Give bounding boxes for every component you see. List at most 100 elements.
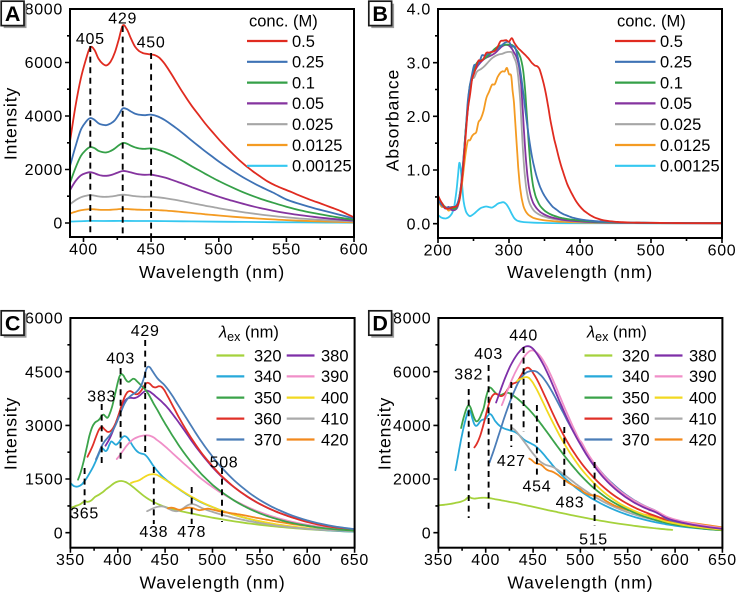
svg-text:550: 550 bbox=[246, 552, 275, 569]
svg-text:380: 380 bbox=[689, 347, 717, 365]
svg-text:4500: 4500 bbox=[25, 364, 63, 381]
svg-text:0.0125: 0.0125 bbox=[660, 137, 710, 155]
svg-text:0.0125: 0.0125 bbox=[292, 137, 342, 155]
svg-text:3.0: 3.0 bbox=[407, 55, 431, 72]
svg-text:438: 438 bbox=[139, 524, 168, 541]
svg-text:0.00125: 0.00125 bbox=[292, 158, 352, 176]
svg-text:0.25: 0.25 bbox=[660, 54, 692, 72]
svg-text:383: 383 bbox=[87, 389, 116, 406]
svg-text:382: 382 bbox=[454, 366, 483, 383]
svg-text:320: 320 bbox=[254, 347, 282, 365]
svg-text:420: 420 bbox=[689, 431, 717, 449]
svg-text:440: 440 bbox=[509, 328, 538, 345]
svg-text:410: 410 bbox=[689, 410, 717, 428]
svg-text:0.05: 0.05 bbox=[292, 95, 324, 113]
svg-text:429: 429 bbox=[131, 323, 160, 340]
svg-text:320: 320 bbox=[622, 347, 650, 365]
svg-text:360: 360 bbox=[254, 410, 282, 428]
svg-text:550: 550 bbox=[613, 552, 642, 569]
svg-text:conc. (M): conc. (M) bbox=[617, 13, 686, 31]
svg-text:0.025: 0.025 bbox=[292, 116, 333, 134]
svg-text:A: A bbox=[5, 2, 21, 26]
svg-text:1500: 1500 bbox=[25, 472, 63, 489]
svg-text:450: 450 bbox=[151, 552, 180, 569]
svg-text:0.1: 0.1 bbox=[292, 74, 315, 92]
svg-text:4.0: 4.0 bbox=[407, 2, 431, 19]
svg-text:300: 300 bbox=[495, 242, 524, 259]
svg-text:483: 483 bbox=[556, 495, 585, 512]
svg-text:0: 0 bbox=[54, 525, 64, 542]
svg-text:454: 454 bbox=[523, 479, 552, 496]
svg-text:Intensity: Intensity bbox=[1, 87, 21, 160]
svg-text:650: 650 bbox=[708, 552, 736, 569]
svg-text:Wavelength (nm): Wavelength (nm) bbox=[139, 262, 285, 282]
svg-text:2.0: 2.0 bbox=[407, 109, 431, 126]
svg-text:365: 365 bbox=[70, 506, 99, 523]
svg-text:2000: 2000 bbox=[25, 162, 63, 179]
svg-text:3000: 3000 bbox=[25, 418, 63, 435]
svg-text:500: 500 bbox=[198, 552, 227, 569]
svg-text:550: 550 bbox=[272, 241, 301, 258]
svg-text:600: 600 bbox=[293, 552, 322, 569]
svg-text:8000: 8000 bbox=[393, 311, 431, 328]
svg-text:conc. (M): conc. (M) bbox=[249, 13, 318, 31]
svg-text:0: 0 bbox=[53, 216, 63, 233]
svg-text:360: 360 bbox=[622, 410, 650, 428]
svg-text:λex (nm): λex (nm) bbox=[218, 323, 279, 344]
svg-text:370: 370 bbox=[254, 431, 282, 449]
svg-text:650: 650 bbox=[340, 552, 369, 569]
svg-text:508: 508 bbox=[210, 455, 239, 472]
svg-text:6000: 6000 bbox=[393, 364, 431, 381]
svg-text:Intensity: Intensity bbox=[1, 397, 21, 470]
svg-text:600: 600 bbox=[340, 241, 369, 258]
svg-text:370: 370 bbox=[622, 431, 650, 449]
svg-text:λex (nm): λex (nm) bbox=[586, 323, 647, 344]
svg-text:0.025: 0.025 bbox=[660, 116, 701, 134]
svg-text:0.0: 0.0 bbox=[407, 216, 431, 233]
svg-text:400: 400 bbox=[566, 242, 595, 259]
svg-text:405: 405 bbox=[76, 31, 105, 48]
svg-text:0: 0 bbox=[422, 525, 432, 542]
svg-text:403: 403 bbox=[474, 346, 503, 363]
svg-text:B: B bbox=[372, 2, 388, 26]
svg-text:429: 429 bbox=[108, 11, 137, 28]
svg-text:390: 390 bbox=[321, 368, 349, 386]
svg-text:500: 500 bbox=[204, 241, 233, 258]
svg-text:0.1: 0.1 bbox=[660, 74, 683, 92]
svg-text:0.05: 0.05 bbox=[660, 95, 692, 113]
svg-text:400: 400 bbox=[471, 552, 500, 569]
svg-text:340: 340 bbox=[254, 368, 282, 386]
svg-text:400: 400 bbox=[321, 389, 349, 407]
svg-text:4000: 4000 bbox=[25, 109, 63, 126]
svg-text:600: 600 bbox=[661, 552, 690, 569]
svg-text:340: 340 bbox=[622, 368, 650, 386]
svg-text:427: 427 bbox=[497, 453, 526, 470]
svg-text:200: 200 bbox=[424, 242, 453, 259]
svg-text:Intensity: Intensity bbox=[375, 397, 395, 470]
svg-text:400: 400 bbox=[69, 241, 98, 258]
svg-text:600: 600 bbox=[708, 242, 736, 259]
svg-text:515: 515 bbox=[579, 532, 608, 549]
svg-text:350: 350 bbox=[254, 389, 282, 407]
svg-text:390: 390 bbox=[689, 368, 717, 386]
svg-text:350: 350 bbox=[56, 552, 85, 569]
svg-text:478: 478 bbox=[177, 524, 206, 541]
svg-text:Wavelength (nm): Wavelength (nm) bbox=[507, 573, 653, 593]
svg-text:420: 420 bbox=[321, 431, 349, 449]
svg-text:1.0: 1.0 bbox=[407, 163, 431, 180]
svg-text:0.5: 0.5 bbox=[292, 33, 315, 51]
svg-text:0.5: 0.5 bbox=[660, 33, 683, 51]
svg-text:6000: 6000 bbox=[25, 55, 63, 72]
svg-text:400: 400 bbox=[689, 389, 717, 407]
svg-text:380: 380 bbox=[321, 347, 349, 365]
svg-text:C: C bbox=[5, 312, 21, 336]
svg-text:350: 350 bbox=[622, 389, 650, 407]
svg-text:500: 500 bbox=[637, 242, 666, 259]
svg-text:450: 450 bbox=[137, 35, 166, 52]
svg-text:2000: 2000 bbox=[393, 472, 431, 489]
svg-text:D: D bbox=[372, 312, 388, 336]
svg-text:4000: 4000 bbox=[393, 418, 431, 435]
svg-text:Wavelength (nm): Wavelength (nm) bbox=[139, 573, 285, 593]
svg-text:450: 450 bbox=[519, 552, 548, 569]
svg-text:450: 450 bbox=[137, 241, 166, 258]
